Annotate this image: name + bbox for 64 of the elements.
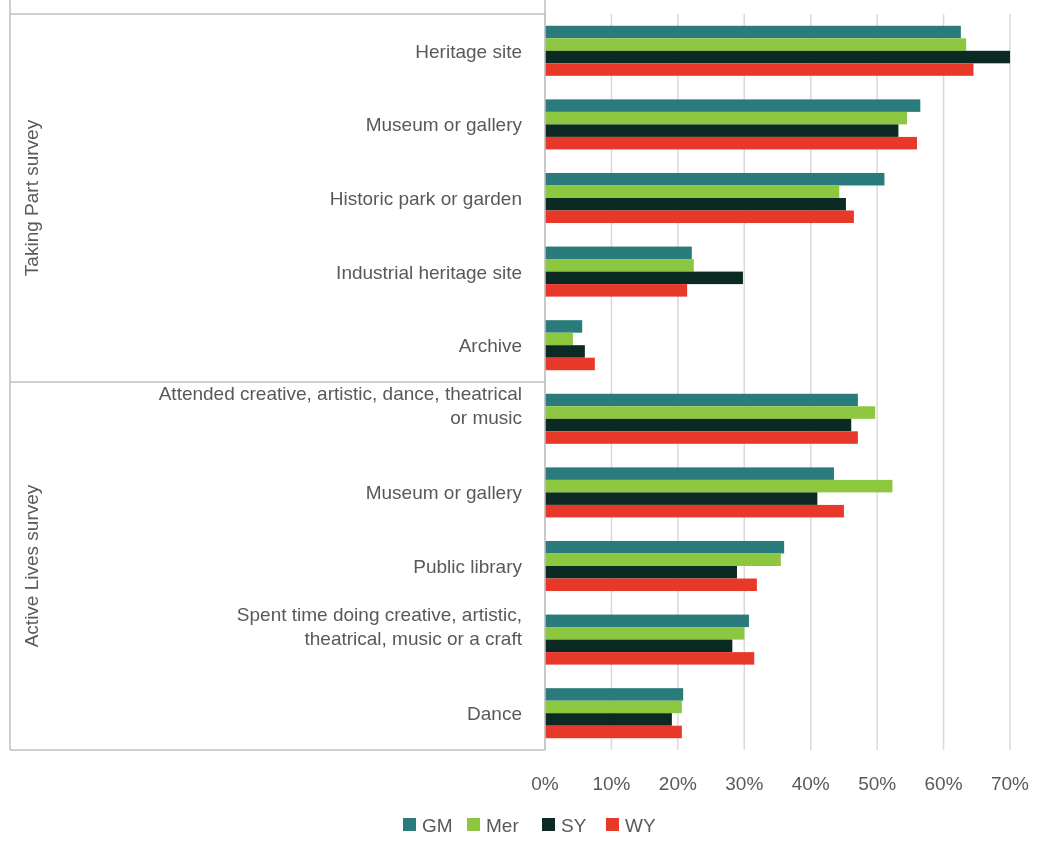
- bar: [545, 271, 743, 285]
- y-tick-label: Spent time doing creative, artistic, theatrical, music or a craft: [236, 603, 523, 649]
- bar: [545, 479, 893, 493]
- bar: [545, 284, 688, 297]
- y-tick-label: Industrial heritage site: [336, 261, 522, 283]
- y-tick-label: Dance: [467, 703, 522, 725]
- bar: [545, 332, 573, 346]
- y-tick-label: Museum or gallery: [365, 482, 523, 504]
- bar: [545, 700, 682, 714]
- bar: [545, 566, 737, 579]
- bar: [545, 259, 694, 272]
- bar: [545, 492, 818, 505]
- bar: [545, 172, 885, 186]
- bar: [545, 725, 682, 739]
- bar: [545, 320, 583, 333]
- bar: [545, 136, 917, 150]
- bar: [545, 614, 749, 628]
- y-tick-label: Archive: [458, 335, 522, 357]
- bar: [545, 246, 692, 260]
- y-tick-label: Public library: [413, 556, 523, 577]
- x-tick-label: 30%: [725, 773, 764, 794]
- bar: [545, 688, 684, 701]
- legend-label: SY: [561, 815, 587, 836]
- bar: [545, 578, 757, 592]
- bar: [545, 63, 974, 76]
- bar: [545, 540, 785, 554]
- x-tick-label: 40%: [791, 773, 830, 794]
- bar: [545, 198, 846, 211]
- bar: [545, 99, 921, 112]
- text: Taking Part survey: [21, 119, 42, 277]
- bar: [545, 25, 961, 39]
- bar: [545, 111, 908, 125]
- bar: [545, 393, 858, 407]
- bar: [545, 345, 585, 358]
- x-tick-label: 50%: [858, 773, 897, 794]
- text: Active Lives survey: [21, 484, 42, 648]
- y-tick-label: Museum or gallery: [365, 114, 523, 136]
- bar: [545, 406, 876, 419]
- bar: [545, 639, 733, 653]
- legend-label: Mer: [486, 815, 520, 836]
- bar: [545, 467, 834, 480]
- bar: [545, 553, 781, 566]
- bar: [545, 124, 899, 137]
- bar: [545, 185, 840, 198]
- x-tick-label: 70%: [990, 773, 1030, 794]
- bar: [545, 713, 672, 726]
- legend-label: WY: [625, 815, 656, 836]
- x-tick-label: 20%: [658, 773, 697, 794]
- bar: [545, 357, 595, 371]
- x-tick-label: 0%: [531, 773, 559, 794]
- y-tick-label: Heritage site: [415, 40, 522, 62]
- bar: [545, 431, 858, 444]
- x-tick-label: 60%: [924, 773, 963, 794]
- bar: [545, 627, 745, 640]
- bar: [545, 50, 1010, 64]
- bar: [545, 504, 844, 518]
- legend-label: GM: [422, 815, 453, 836]
- x-tick-label: 10%: [592, 773, 631, 794]
- bar: [545, 210, 854, 224]
- y-tick-label: Historic park or garden: [329, 188, 522, 209]
- bar: [545, 38, 967, 51]
- y-tick-label: Attended creative, artistic, dance, theatrical or music: [158, 382, 522, 428]
- bar: [545, 652, 755, 665]
- bar: [545, 418, 852, 432]
